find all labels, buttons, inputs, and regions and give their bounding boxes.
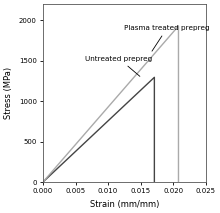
Y-axis label: Stress (MPa): Stress (MPa) xyxy=(4,67,13,119)
Text: Plasma treated prepreg: Plasma treated prepreg xyxy=(124,25,210,51)
Text: Untreated prepreg: Untreated prepreg xyxy=(85,56,152,76)
X-axis label: Strain (mm/mm): Strain (mm/mm) xyxy=(90,200,159,209)
